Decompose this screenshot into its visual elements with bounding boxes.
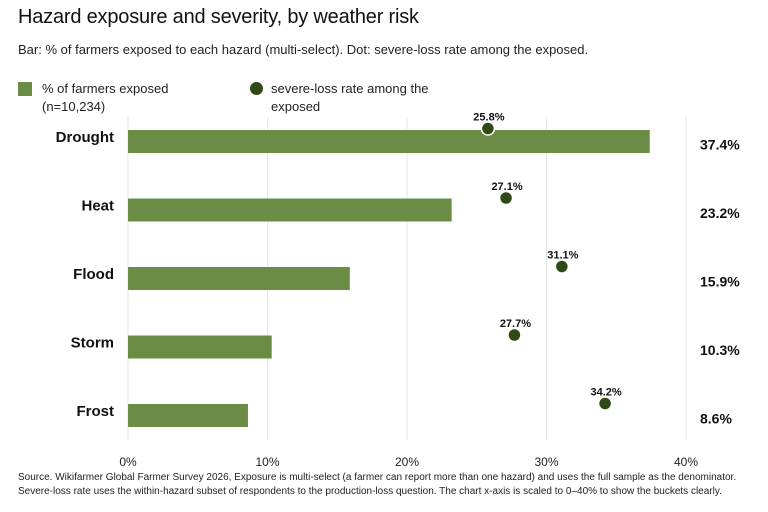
- x-tick-label: 0%: [119, 455, 137, 469]
- dot-value-label: 27.7%: [500, 318, 531, 330]
- legend-dot-label-line1: severe-loss rate among the: [271, 81, 429, 96]
- x-tick-label: 20%: [395, 455, 419, 469]
- bar-value-label: 23.2%: [700, 205, 740, 221]
- x-tick-label: 10%: [255, 455, 279, 469]
- x-tick-label: 40%: [674, 455, 698, 469]
- bar-value-label: 15.9%: [700, 274, 740, 290]
- dot-value-label: 31.1%: [547, 250, 578, 262]
- bar-value-label: 10.3%: [700, 342, 740, 358]
- bar: [128, 404, 248, 427]
- chart-title: Hazard exposure and severity, by weather…: [18, 6, 419, 28]
- category-label: Heat: [81, 198, 114, 215]
- dot: [480, 121, 496, 136]
- dot: [597, 396, 613, 411]
- category-label: Storm: [71, 335, 114, 352]
- category-label: Frost: [77, 403, 115, 420]
- dot: [554, 259, 570, 274]
- source-note: Source. Wikifarmer Global Farmer Survey …: [18, 471, 758, 499]
- category-label: Flood: [73, 266, 114, 283]
- bar: [128, 267, 350, 290]
- legend-dot-label: severe-loss rate among the exposed: [271, 80, 429, 116]
- bar-value-label: 37.4%: [700, 137, 740, 153]
- dot: [498, 190, 514, 206]
- x-tick-label: 30%: [534, 455, 558, 469]
- dot: [507, 327, 522, 343]
- source-line-1: Source. Wikifarmer Global Farmer Survey …: [18, 472, 737, 483]
- bar: [128, 198, 452, 222]
- legend-bar-swatch: [18, 82, 32, 96]
- legend-bar-label: % of farmers exposed (n=10,234): [42, 80, 168, 116]
- category-label: Drought: [56, 129, 114, 146]
- bar-value-label: 8.6%: [700, 411, 732, 427]
- dot-value-label: 34.2%: [590, 387, 621, 399]
- legend-dot-swatch: [250, 82, 263, 95]
- source-line-2: Severe-loss rate uses the within-hazard …: [18, 486, 722, 497]
- chart-subtitle: Bar: % of farmers exposed to each hazard…: [18, 42, 589, 57]
- bar: [128, 335, 272, 359]
- legend-dot-label-line2: exposed: [271, 99, 321, 114]
- legend-bar-label-line1: % of farmers exposed: [42, 81, 169, 96]
- bar: [128, 130, 650, 153]
- dot-value-label: 25.8%: [473, 112, 504, 124]
- legend-bar-label-line2: (n=10,234): [42, 99, 106, 114]
- dot-value-label: 27.1%: [491, 181, 522, 193]
